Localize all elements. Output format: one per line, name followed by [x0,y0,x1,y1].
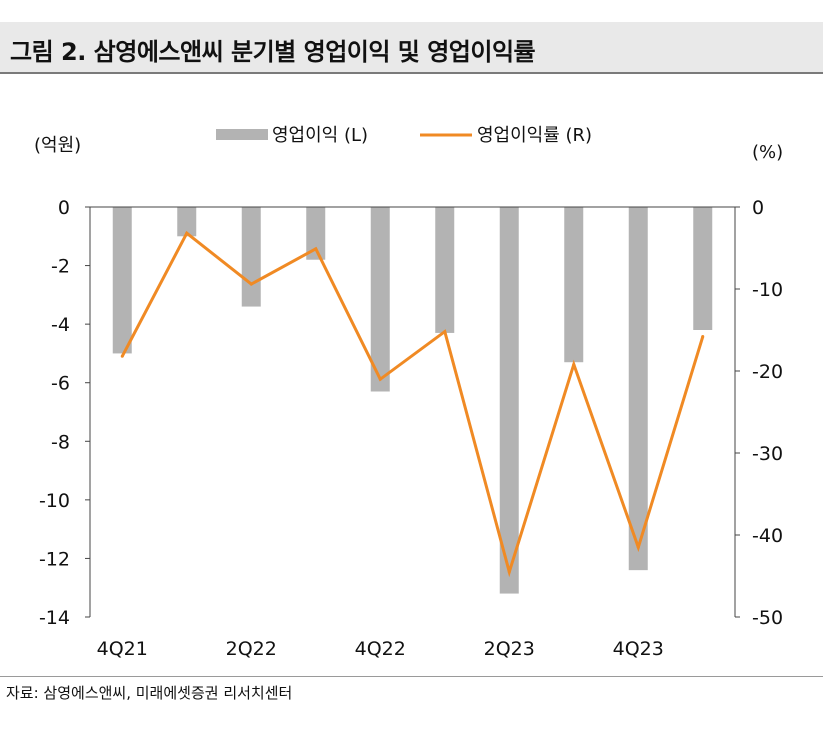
x-tick-label: 4Q22 [355,638,406,660]
bar-2Q22 [241,207,261,307]
line-point-3Q22 [314,247,318,251]
x-tick-label: 4Q23 [613,638,664,660]
x-tick-label: 4Q21 [97,638,148,660]
bar-1Q24 [693,207,713,330]
line-point-1Q22 [185,231,189,235]
left-tick-label: -12 [39,548,70,570]
line-point-2Q23 [507,570,511,574]
bar-1Q23 [435,207,455,333]
x-tick-label: 2Q22 [226,638,277,660]
source-note: 자료: 삼영에스앤씨, 미래에셋증권 리서치센터 [6,684,293,702]
operating-margin-line [120,230,705,578]
left-tick-label: -14 [39,607,70,629]
line-point-1Q23 [443,330,447,334]
title-bar: 그림 2. 삼영에스앤씨 분기별 영업이익 및 영업이익률 [0,22,823,74]
right-tick-label: -40 [752,525,783,547]
bar-4Q22 [370,207,390,392]
source-divider [0,676,823,677]
left-tick-label: -4 [51,314,70,336]
left-tick-label: 0 [58,197,70,219]
line-point-3Q23 [572,362,576,366]
bar-3Q23 [564,207,584,363]
left-tick-label: -6 [51,373,70,395]
right-tick-label: 0 [752,197,764,219]
right-tick-label: -10 [752,279,783,301]
bar-3Q22 [306,207,326,260]
legend-bar-swatch [216,129,268,140]
line-point-4Q23 [636,545,640,549]
left-axis-unit: (억원) [34,135,81,156]
line-point-2Q22 [249,282,253,286]
right-tick-label: -50 [752,607,783,629]
bar-1Q22 [177,207,197,237]
right-tick-label: -30 [752,443,783,465]
line-point-4Q22 [378,377,382,381]
left-tick-label: -10 [39,490,70,512]
left-tick-label: -2 [51,256,70,278]
bar-4Q23 [628,207,648,571]
bar-4Q21 [112,207,132,354]
bar-2Q23 [499,207,519,594]
line-point-4Q21 [120,354,124,358]
x-tick-label: 2Q23 [484,638,535,660]
right-axis-unit: (%) [752,142,783,163]
right-tick-label: -20 [752,361,783,383]
figure-title: 그림 2. 삼영에스앤씨 분기별 영업이익 및 영업이익률 [10,38,536,66]
legend-line-label: 영업이익률 (R) [477,125,592,146]
combo-chart: 영업이익 (L) 영업이익률 (R) (억원) (%) 0 -2 -4 -6 -8 -10 -12 -… [34,125,783,660]
legend-bar-label: 영업이익 (L) [272,125,368,146]
left-tick-label: -8 [51,431,70,453]
line-point-1Q24 [701,335,705,339]
